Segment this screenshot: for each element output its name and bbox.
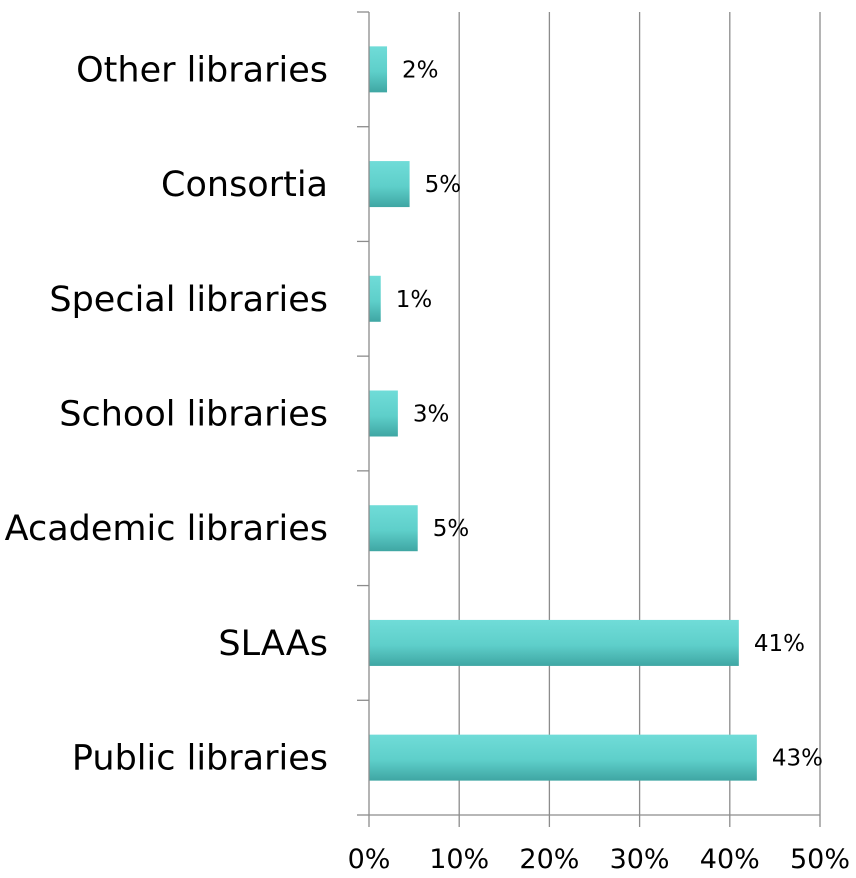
data-label: 43%	[772, 746, 823, 772]
x-tick-label: 50%	[790, 844, 850, 875]
labels: 0% 10% 20% 30% 40% 50% Public libraries 43% SLAA…	[5, 50, 850, 875]
x-tick-label: 30%	[610, 844, 670, 875]
axes	[357, 11, 821, 827]
data-label: 2%	[402, 57, 439, 83]
x-tick-label: 40%	[700, 844, 760, 875]
bar-public-libraries	[369, 734, 757, 781]
data-label: 41%	[754, 631, 805, 657]
bar-slaas	[369, 619, 739, 666]
data-label: 5%	[425, 172, 462, 198]
bar-special-libraries	[369, 275, 381, 322]
category-label: School libraries	[59, 395, 328, 435]
data-label: 5%	[433, 516, 470, 542]
bar-other-libraries	[369, 46, 388, 93]
x-tick-label: 10%	[429, 844, 489, 875]
data-label: 1%	[396, 287, 433, 313]
bar-academic-libraries	[369, 505, 418, 552]
category-label: Public libraries	[72, 739, 328, 779]
x-tick-label: 20%	[519, 844, 579, 875]
data-label: 3%	[413, 402, 450, 428]
category-label: Academic libraries	[5, 509, 328, 549]
bar-school-libraries	[369, 390, 398, 437]
gridlines	[458, 12, 821, 815]
category-label: Consortia	[161, 165, 328, 205]
category-label: Special libraries	[49, 280, 328, 320]
bars	[369, 46, 757, 781]
category-label: Other libraries	[76, 50, 328, 90]
x-tick-label: 0%	[348, 844, 391, 875]
category-label: SLAAs	[218, 624, 328, 664]
bar-consortia	[369, 161, 410, 208]
